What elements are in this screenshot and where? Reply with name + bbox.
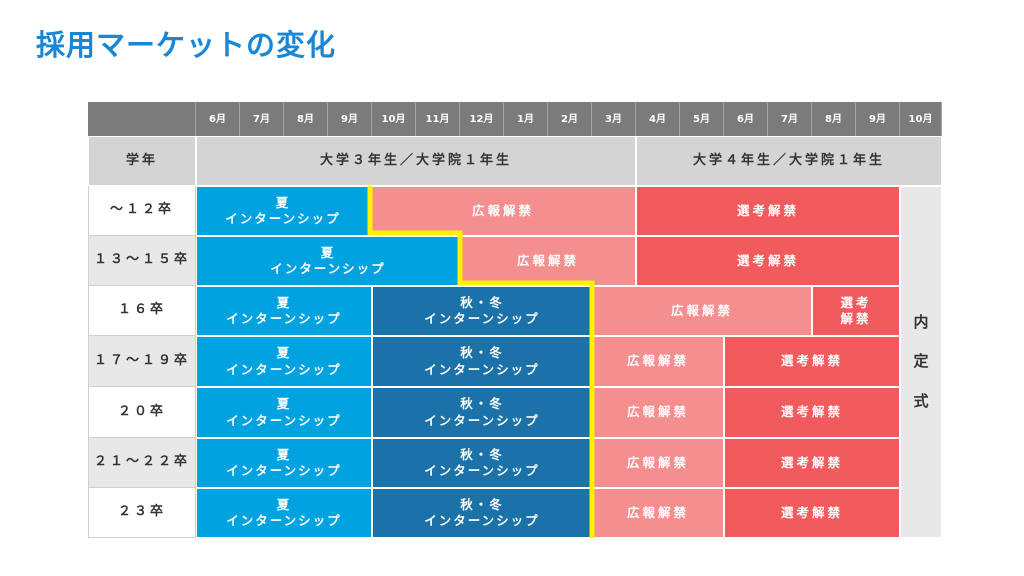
month-header: 4月 <box>636 102 680 136</box>
naitei-char: 定 <box>913 352 929 371</box>
naitei-ceremony-cell: 内 定 式 <box>900 186 942 538</box>
naitei-char: 式 <box>913 391 929 410</box>
grade-header: 学年 <box>88 136 196 186</box>
month-header: 10月 <box>900 102 942 136</box>
month-header: 2月 <box>548 102 592 136</box>
selection-release-cell: 選考解禁 <box>724 488 900 538</box>
selection-release-cell: 選考解禁 <box>636 186 900 236</box>
autumn-winter-internship-cell: 秋・冬 インターンシップ <box>372 438 592 488</box>
row-label: ～１２卒 <box>88 186 196 236</box>
row-label: ２３卒 <box>88 488 196 538</box>
month-header: 7月 <box>768 102 812 136</box>
year4-header: 大学４年生／大学院１年生 <box>636 136 942 186</box>
autumn-winter-internship-cell: 秋・冬 インターンシップ <box>372 488 592 538</box>
month-header: 6月 <box>196 102 240 136</box>
pr-release-cell: 広報解禁 <box>592 336 724 387</box>
row-label: １６卒 <box>88 286 196 336</box>
selection-release-cell: 選考解禁 <box>724 387 900 438</box>
pr-release-cell: 広報解禁 <box>592 488 724 538</box>
month-header: 1月 <box>504 102 548 136</box>
month-header: 8月 <box>812 102 856 136</box>
selection-release-cell: 選考解禁 <box>636 236 900 286</box>
row-label: １３～１５卒 <box>88 236 196 286</box>
row-label: １７～１９卒 <box>88 336 196 387</box>
autumn-winter-internship-cell: 秋・冬 インターンシップ <box>372 387 592 438</box>
naitei-char: 内 <box>913 312 929 331</box>
summer-internship-cell: 夏 インターンシップ <box>196 336 372 387</box>
year3-header: 大学３年生／大学院１年生 <box>196 136 636 186</box>
pr-release-cell: 広報解禁 <box>592 438 724 488</box>
summer-internship-cell: 夏 インターンシップ <box>196 488 372 538</box>
pr-release-cell: 広報解禁 <box>592 387 724 438</box>
summer-internship-cell: 夏 インターンシップ <box>196 387 372 438</box>
summer-internship-cell: 夏 インターンシップ <box>196 186 370 236</box>
month-header: 3月 <box>592 102 636 136</box>
selection-release-cell: 選考解禁 <box>724 336 900 387</box>
pr-release-cell: 広報解禁 <box>370 186 636 236</box>
month-header: 5月 <box>680 102 724 136</box>
month-header: 10月 <box>372 102 416 136</box>
selection-release-cell: 選考解禁 <box>724 438 900 488</box>
summer-internship-cell: 夏 インターンシップ <box>196 438 372 488</box>
row-label: ２０卒 <box>88 387 196 438</box>
summer-internship-cell: 夏 インターンシップ <box>196 286 372 336</box>
month-header: 11月 <box>416 102 460 136</box>
autumn-winter-internship-cell: 秋・冬 インターンシップ <box>372 336 592 387</box>
row-label: ２１～２２卒 <box>88 438 196 488</box>
month-header: 6月 <box>724 102 768 136</box>
month-header: 7月 <box>240 102 284 136</box>
month-header: 9月 <box>328 102 372 136</box>
month-header: 12月 <box>460 102 504 136</box>
autumn-winter-internship-cell: 秋・冬 インターンシップ <box>372 286 592 336</box>
month-header: 9月 <box>856 102 900 136</box>
selection-release-cell: 選考 解禁 <box>812 286 900 336</box>
pr-release-cell: 広報解禁 <box>460 236 636 286</box>
month-header: 8月 <box>284 102 328 136</box>
month-header-corner <box>88 102 196 136</box>
summer-internship-cell: 夏 インターンシップ <box>196 236 460 286</box>
recruitment-schedule-table: 6月 7月 8月 9月 10月 11月 12月 1月 2月 3月 4月 5月 6… <box>88 102 942 538</box>
pr-release-cell: 広報解禁 <box>592 286 812 336</box>
page-title: 採用マーケットの変化 <box>36 28 337 62</box>
